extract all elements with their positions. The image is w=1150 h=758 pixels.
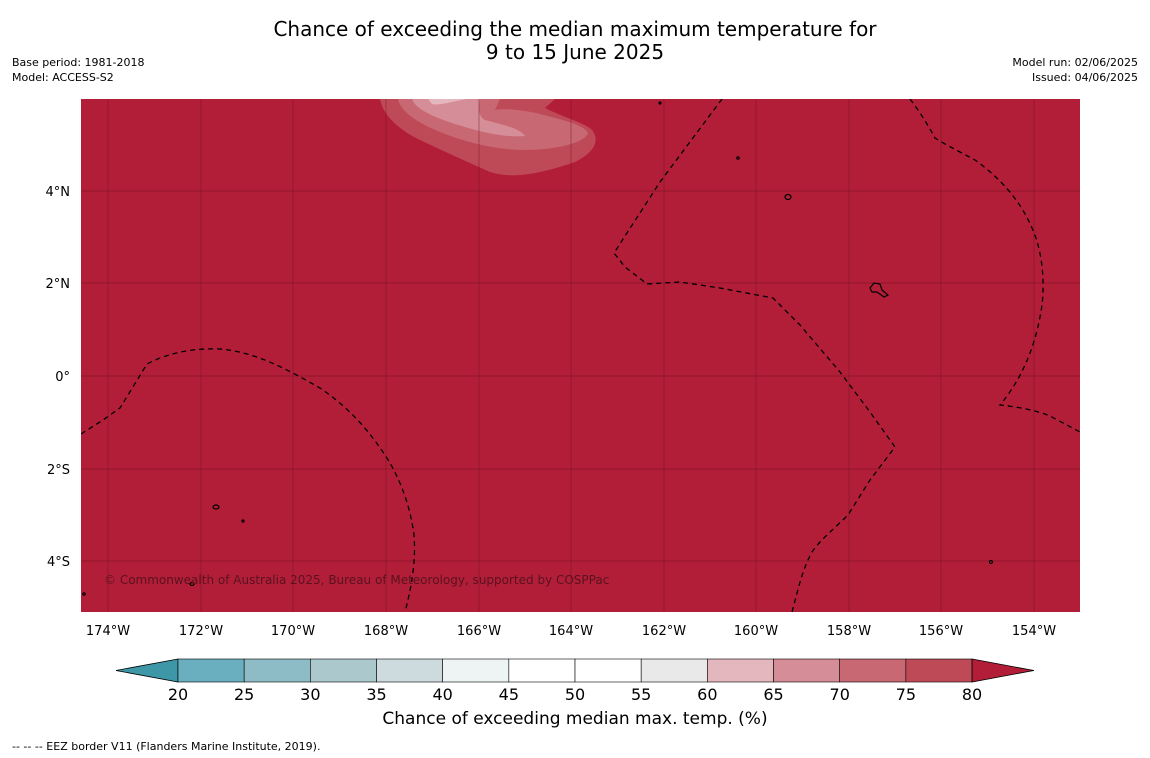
colorbar-segment xyxy=(839,658,907,683)
colorbar-tick-label: 55 xyxy=(631,685,651,704)
eez-border-central xyxy=(613,99,896,612)
chart-title: Chance of exceeding the median maximum t… xyxy=(0,18,1150,64)
islands xyxy=(82,101,994,596)
lat-label: 2°N xyxy=(46,277,71,292)
island-outline xyxy=(658,101,662,105)
colorbar-tick-label: 50 xyxy=(565,685,585,704)
colorbar-segment xyxy=(376,658,443,683)
colorbar-tick-label: 30 xyxy=(300,685,320,704)
colorbar-segment xyxy=(243,658,311,683)
island-outline xyxy=(212,504,220,510)
lon-label: 170°W xyxy=(271,624,315,639)
colorbar-extend-low xyxy=(115,658,179,683)
colorbar-segment xyxy=(574,658,642,683)
colorbar-tick-label: 20 xyxy=(168,685,188,704)
map-content: © Commonwealth of Australia 2025, Bureau… xyxy=(81,99,1080,612)
lat-label: 4°S xyxy=(47,555,70,570)
colorbar-extend-high xyxy=(971,658,1035,683)
island-outline xyxy=(82,592,86,596)
lon-labels: 174°W 172°W 170°W 168°W 166°W 164°W 162°… xyxy=(86,624,1056,639)
lon-label: 174°W xyxy=(86,624,130,639)
issued-text: Issued: 04/06/2025 xyxy=(1031,71,1138,84)
island-outline xyxy=(784,193,792,201)
lat-gridlines xyxy=(81,190,1080,562)
colorbar-tick-label: 25 xyxy=(234,685,254,704)
lon-label: 158°W xyxy=(827,624,871,639)
colorbar-label: Chance of exceeding median max. temp. (%… xyxy=(382,709,768,729)
title-line-2: 9 to 15 June 2025 xyxy=(485,40,665,64)
eez-borders xyxy=(81,99,1080,612)
colorbar-tick-label: 75 xyxy=(896,685,916,704)
island-outline xyxy=(736,156,740,160)
colorbar-tick-label: 65 xyxy=(763,685,783,704)
lon-label: 156°W xyxy=(919,624,963,639)
colorbar-segment xyxy=(508,658,576,683)
colorbar-segment xyxy=(773,658,841,683)
map-field xyxy=(81,99,1080,612)
lon-label: 164°W xyxy=(549,624,593,639)
lon-label: 172°W xyxy=(179,624,223,639)
island-outline xyxy=(241,519,245,523)
model-text: Model: ACCESS-S2 xyxy=(12,71,114,84)
lon-label: 160°W xyxy=(734,624,778,639)
colorbar-tick-label: 35 xyxy=(366,685,386,704)
colorbar-tick-label: 80 xyxy=(962,685,982,704)
colorbar-segment xyxy=(310,658,377,683)
colorbar-segment xyxy=(640,658,708,683)
model-run-info: Model run: 02/06/2025 Issued: 04/06/2025 xyxy=(1012,55,1138,85)
colorbar-tick-label: 70 xyxy=(830,685,850,704)
lon-label: 154°W xyxy=(1012,624,1056,639)
colorbar-segment xyxy=(707,658,774,683)
eez-legend-footnote: -- -- -- EEZ border V11 (Flanders Marine… xyxy=(12,740,321,753)
model-run-text: Model run: 02/06/2025 xyxy=(1012,56,1138,69)
copyright-notice: © Commonwealth of Australia 2025, Bureau… xyxy=(104,573,609,587)
colorbar: 20 25 30 35 40 45 50 55 60 65 70 75 80 xyxy=(115,658,1035,704)
eez-border-east xyxy=(909,99,1080,433)
island-outline xyxy=(988,559,994,565)
lat-label: 0° xyxy=(55,370,70,385)
lon-gridlines xyxy=(107,99,1035,612)
lat-labels: 4°N 2°N 0° 2°S 4°S xyxy=(46,185,71,570)
eez-border-west xyxy=(81,348,416,612)
island-outline xyxy=(869,282,890,298)
title-line-1: Chance of exceeding the median maximum t… xyxy=(273,17,877,41)
island-outline xyxy=(189,581,195,587)
lon-label: 162°W xyxy=(642,624,686,639)
contour-65 xyxy=(412,99,525,137)
lon-label: 166°W xyxy=(457,624,501,639)
base-period-text: Base period: 1981-2018 xyxy=(12,56,145,69)
colorbar-segment xyxy=(177,658,245,683)
contour-60 xyxy=(428,99,466,105)
lat-label: 2°S xyxy=(47,463,70,478)
colorbar-segment xyxy=(905,658,973,683)
base-period-info: Base period: 1981-2018 Model: ACCESS-S2 xyxy=(12,55,144,85)
lat-label: 4°N xyxy=(46,185,71,200)
colorbar-tick-label: 40 xyxy=(433,685,453,704)
colorbar-tick-label: 60 xyxy=(697,685,717,704)
colorbar-tick-label: 45 xyxy=(499,685,519,704)
colorbar-segment xyxy=(442,658,510,683)
lon-label: 168°W xyxy=(364,624,408,639)
